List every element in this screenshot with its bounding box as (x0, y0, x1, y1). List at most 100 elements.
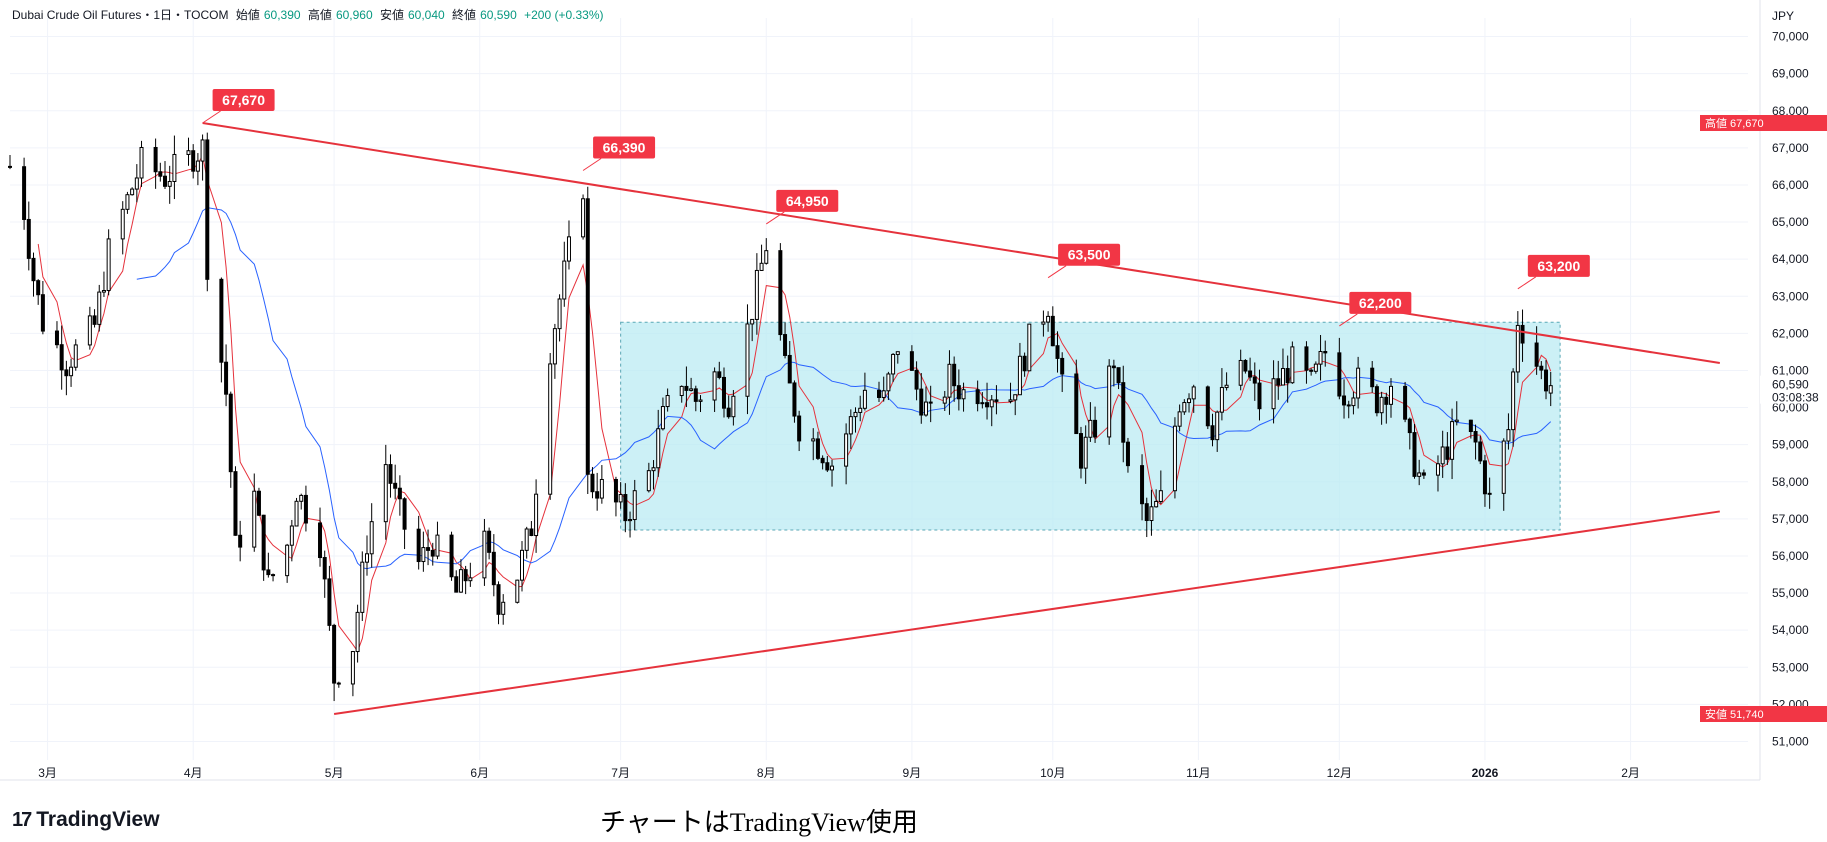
candle-body[interactable] (219, 278, 224, 363)
candle-body[interactable] (656, 428, 661, 469)
candle-body[interactable] (1511, 371, 1516, 431)
candle-body[interactable] (1158, 490, 1163, 502)
candle-body[interactable] (778, 250, 783, 336)
candle-body[interactable] (815, 438, 820, 459)
candle-body[interactable] (1384, 396, 1389, 405)
candle-body[interactable] (458, 569, 463, 593)
candle-body[interactable] (1140, 465, 1145, 505)
candle-body[interactable] (139, 146, 144, 179)
candle-body[interactable] (928, 401, 933, 404)
candle-body[interactable] (1187, 398, 1192, 404)
candle-body[interactable] (1403, 385, 1408, 420)
candle-body[interactable] (1473, 431, 1478, 443)
candle-body[interactable] (679, 385, 684, 397)
candle-body[interactable] (562, 260, 567, 300)
candle-body[interactable] (491, 551, 496, 586)
candle-body[interactable] (1219, 387, 1224, 413)
candle-body[interactable] (1309, 369, 1314, 372)
candle-body[interactable] (1280, 368, 1285, 386)
candle-body[interactable] (285, 544, 290, 577)
candle-body[interactable] (238, 534, 243, 548)
candle-body[interactable] (1478, 441, 1483, 462)
candle-body[interactable] (1351, 397, 1356, 407)
candle-body[interactable] (947, 363, 952, 398)
candle-body[interactable] (360, 561, 365, 613)
candle-body[interactable] (1482, 460, 1487, 495)
candle-body[interactable] (1055, 345, 1060, 359)
candle-body[interactable] (909, 351, 914, 371)
candle-body[interactable] (844, 433, 849, 467)
candle-body[interactable] (1027, 323, 1032, 372)
candle-body[interactable] (581, 198, 586, 238)
candle-body[interactable] (684, 385, 689, 391)
candle-body[interactable] (1276, 378, 1281, 386)
candles[interactable] (8, 132, 1553, 702)
candle-body[interactable] (994, 399, 999, 402)
candle-body[interactable] (1154, 500, 1159, 508)
candle-body[interactable] (595, 491, 600, 499)
candle-body[interactable] (97, 291, 102, 325)
candle-body[interactable] (1370, 367, 1375, 388)
candle-body[interactable] (797, 415, 802, 442)
candle-body[interactable] (186, 150, 191, 155)
candle-body[interactable] (416, 528, 421, 563)
candle-body[interactable] (830, 465, 835, 471)
candle-body[interactable] (1445, 446, 1450, 460)
candle-body[interactable] (350, 651, 355, 685)
candle-body[interactable] (529, 528, 534, 537)
candle-body[interactable] (1050, 315, 1055, 347)
candle-body[interactable] (271, 574, 276, 577)
candle-body[interactable] (923, 401, 928, 416)
candle-body[interactable] (1468, 419, 1473, 433)
candle-body[interactable] (393, 482, 398, 489)
candle-body[interactable] (989, 399, 994, 408)
candle-body[interactable] (651, 467, 656, 472)
candle-body[interactable] (613, 478, 618, 503)
candle-body[interactable] (1421, 472, 1426, 476)
candle-body[interactable] (956, 385, 961, 400)
candle-body[interactable] (660, 406, 665, 430)
candle-body[interactable] (623, 494, 628, 522)
candle-body[interactable] (64, 369, 69, 377)
candle-body[interactable] (1356, 367, 1361, 399)
candle-body[interactable] (1506, 429, 1511, 442)
candle-body[interactable] (520, 549, 525, 581)
candle-body[interactable] (256, 490, 261, 516)
candle-body[interactable] (590, 473, 595, 493)
candle-body[interactable] (1290, 346, 1295, 384)
candle-body[interactable] (40, 294, 45, 332)
candle-body[interactable] (205, 139, 210, 280)
candle-body[interactable] (327, 578, 332, 626)
candle-body[interactable] (266, 569, 271, 576)
candle-body[interactable] (1252, 376, 1257, 384)
candle-body[interactable] (1210, 425, 1215, 441)
candle-body[interactable] (31, 257, 36, 282)
candle-body[interactable] (163, 175, 168, 187)
symbol-title[interactable]: Dubai Crude Oil Futures・1日・TOCOM (12, 8, 229, 22)
candle-body[interactable] (1121, 382, 1126, 443)
candle-body[interactable] (125, 194, 130, 210)
candle-body[interactable] (1182, 402, 1187, 413)
candle-body[interactable] (369, 521, 374, 555)
candle-body[interactable] (463, 569, 468, 582)
candle-body[interactable] (881, 390, 886, 398)
candle-body[interactable] (783, 334, 788, 356)
candle-body[interactable] (134, 177, 139, 190)
candle-body[interactable] (689, 388, 694, 391)
candle-body[interactable] (632, 490, 637, 521)
candle-body[interactable] (726, 407, 731, 418)
candle-body[interactable] (792, 382, 797, 417)
candle-body[interactable] (1285, 368, 1290, 384)
candle-body[interactable] (1116, 367, 1121, 384)
candle-body[interactable] (1389, 385, 1394, 405)
candle-body[interactable] (435, 534, 440, 557)
candle-body[interactable] (402, 498, 407, 530)
candle-body[interactable] (1407, 418, 1412, 434)
candle-body[interactable] (1060, 357, 1065, 375)
candle-body[interactable] (482, 530, 487, 579)
candle-body[interactable] (1544, 369, 1549, 392)
candle-body[interactable] (1149, 506, 1154, 522)
candle-body[interactable] (750, 318, 755, 325)
candle-body[interactable] (914, 369, 919, 390)
